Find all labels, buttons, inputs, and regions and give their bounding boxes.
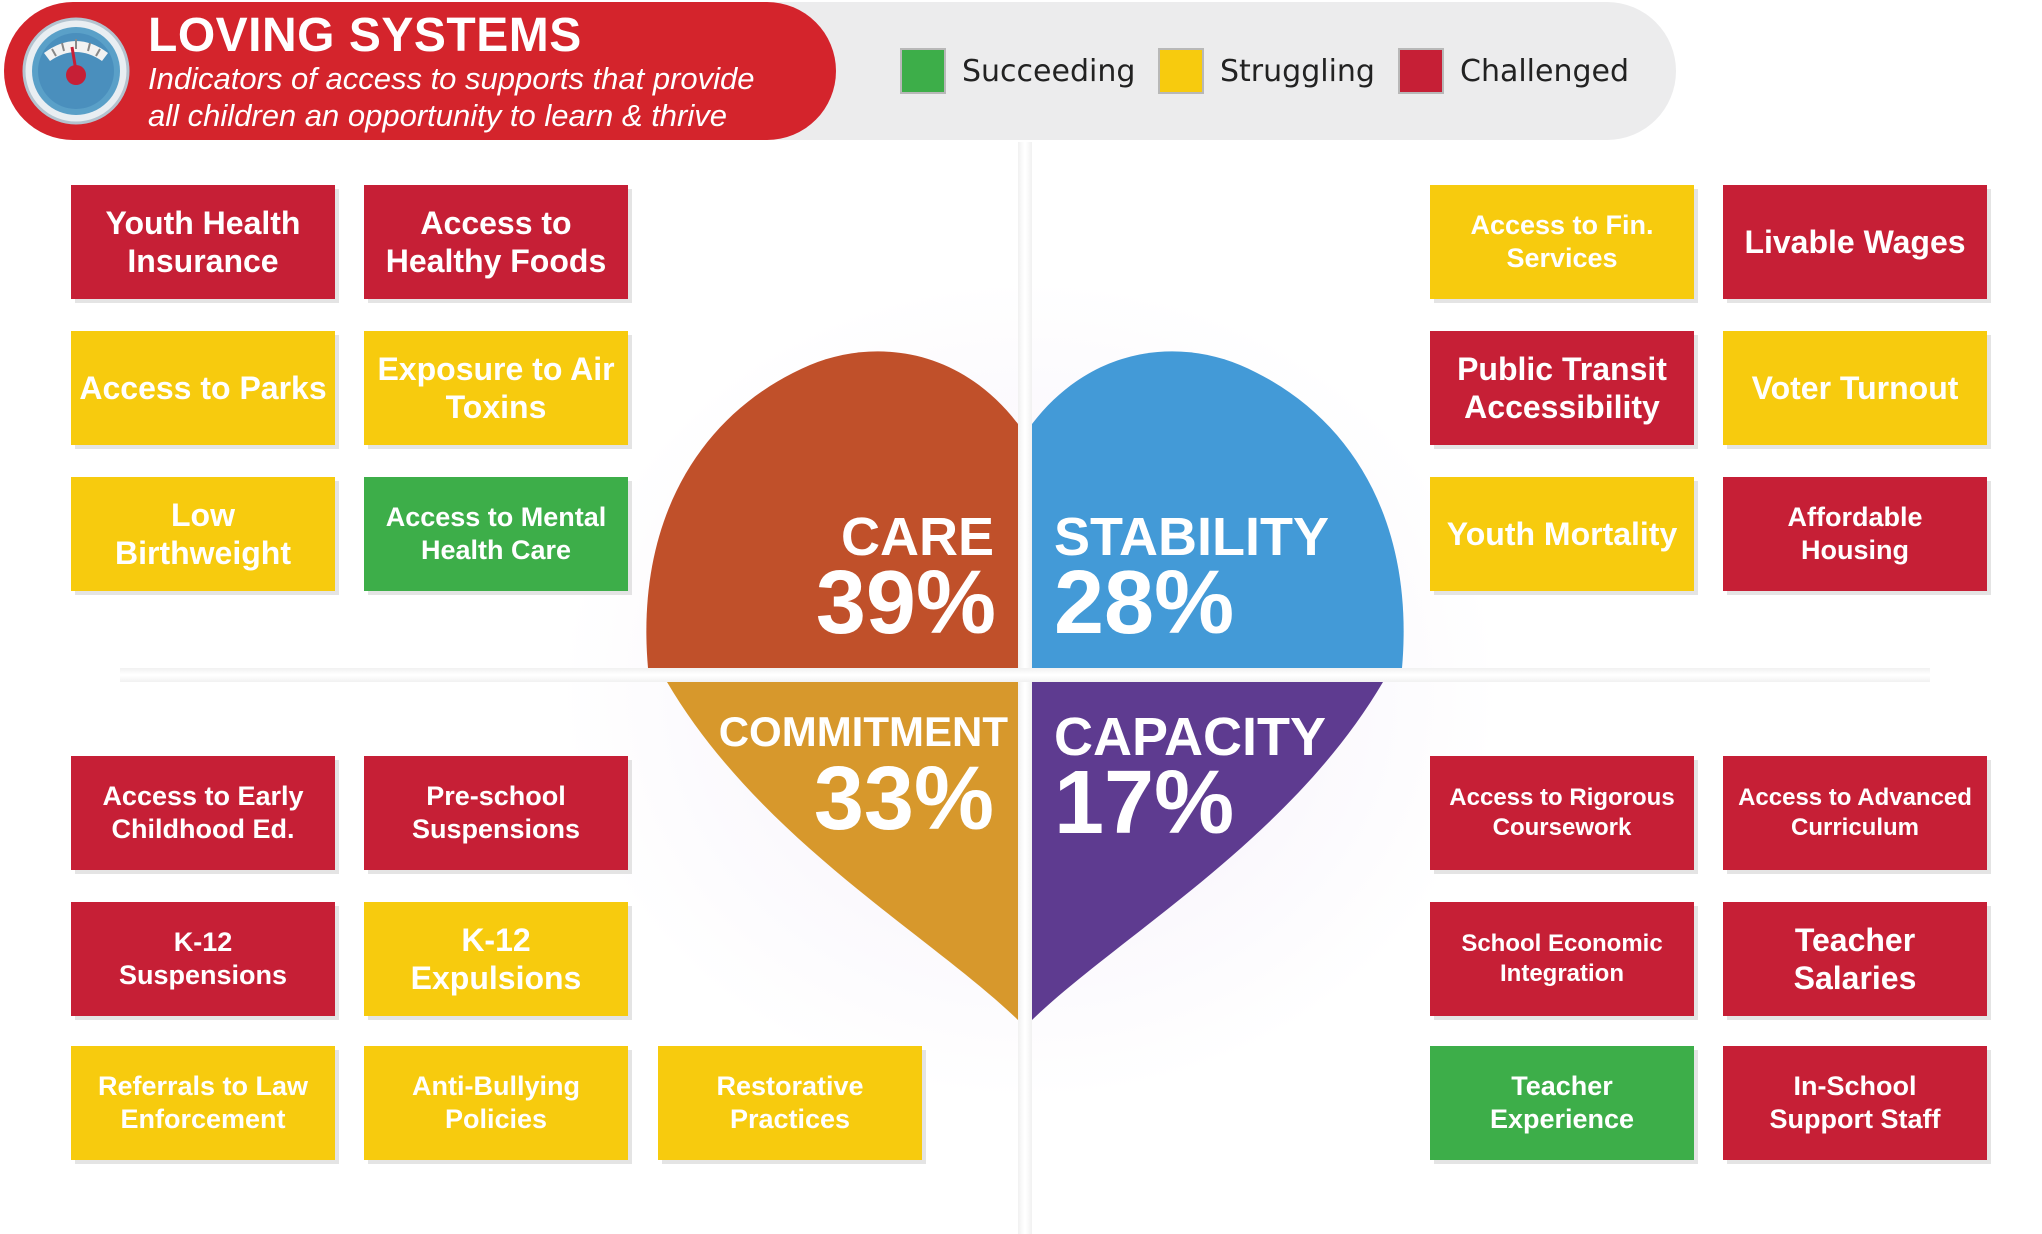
indicator-label-line: Toxins xyxy=(445,389,547,425)
indicator-anti-bullying-policies: Anti-Bullying Policies xyxy=(364,1046,628,1160)
legend-swatch-struggling xyxy=(1158,48,1204,94)
indicator-label-line: Anti-Bullying xyxy=(412,1071,580,1101)
indicator-label-line: Suspensions xyxy=(118,960,288,990)
indicator-label-line: Public Transit xyxy=(1457,351,1667,387)
indicator-label-line: Salaries xyxy=(1793,960,1917,996)
commitment-label: COMMITMENT xyxy=(718,708,1008,755)
heart-quadrant-commitment xyxy=(667,682,1018,1020)
indicator-label-line: K-12 xyxy=(173,927,233,957)
indicator-label-line: Youth Health xyxy=(105,205,301,241)
indicator-k12-suspensions: K-12 Suspensions xyxy=(71,902,335,1016)
indicator-label-line: Accessibility xyxy=(1464,389,1660,425)
indicator-label-line: Childhood Ed. xyxy=(111,814,295,844)
indicator-youth-mortality: Youth Mortality xyxy=(1430,477,1694,591)
indicator-label-line: Support Staff xyxy=(1769,1104,1941,1134)
indicator-affordable-housing: Affordable Housing xyxy=(1723,477,1987,591)
indicator-label-line: K-12 xyxy=(461,922,531,958)
indicator-in-school-support-staff: In-School Support Staff xyxy=(1723,1046,1987,1160)
indicator-label-line: Teacher xyxy=(1511,1071,1613,1101)
indicator-label-line: Curriculum xyxy=(1790,814,1919,841)
indicator-label-line: Experience xyxy=(1489,1104,1635,1134)
indicator-label-line: Affordable xyxy=(1787,502,1923,532)
indicator-label-line: Pre-school xyxy=(426,781,566,811)
indicator-label-line: Health Care xyxy=(420,535,572,565)
indicator-label-line: Youth Mortality xyxy=(1446,516,1678,552)
indicator-access-to-mental-health-care: Access to Mental Health Care xyxy=(364,477,628,591)
indicator-voter-turnout: Voter Turnout xyxy=(1723,331,1987,445)
legend-swatch-succeeding xyxy=(900,48,946,94)
indicator-access-to-advanced-curriculum: Access to Advanced Curriculum xyxy=(1723,756,1987,870)
header-title-panel xyxy=(4,2,836,140)
indicator-low-birthweight: Low Birthweight xyxy=(71,477,335,591)
capacity-label: CAPACITY xyxy=(1054,707,1327,767)
stability-percent: 28% xyxy=(1054,553,1235,653)
indicator-label-line: Practices xyxy=(729,1104,851,1134)
indicator-teacher-salaries: Teacher Salaries xyxy=(1723,902,1987,1016)
heart-quadrant-stability xyxy=(1032,351,1404,668)
header-subtitle: Indicators of access to supports that pr… xyxy=(148,60,828,134)
capacity-percent: 17% xyxy=(1054,753,1235,853)
indicator-label-line: Teacher xyxy=(1794,922,1916,958)
care-percent: 39% xyxy=(815,553,996,653)
legend-label-struggling: Struggling xyxy=(1220,54,1375,89)
indicator-label-line: Coursework xyxy=(1492,814,1632,841)
indicator-school-economic-integration: School Economic Integration xyxy=(1430,902,1694,1016)
indicator-label-line: Policies xyxy=(444,1104,548,1134)
indicator-label-line: Integration xyxy=(1500,960,1624,987)
care-label: CARE xyxy=(840,507,994,567)
indicator-access-to-early-childhood-ed: Access to Early Childhood Ed. xyxy=(71,756,335,870)
commitment-percent: 33% xyxy=(813,749,994,849)
header-subtitle-line-2: all children an opportunity to learn & t… xyxy=(148,98,727,133)
indicator-k12-expulsions: K-12 Expulsions xyxy=(364,902,628,1016)
indicator-livable-wages: Livable Wages xyxy=(1723,185,1987,299)
indicator-label-line: In-School xyxy=(1793,1071,1917,1101)
indicator-label-line: Birthweight xyxy=(115,535,291,571)
indicator-label-line: Suspensions xyxy=(411,814,581,844)
indicator-access-to-parks: Access to Parks xyxy=(71,331,335,445)
indicator-label-line: Enforcement xyxy=(120,1104,286,1134)
indicator-label-line: Restorative xyxy=(716,1071,864,1101)
heart-quadrant-capacity xyxy=(1032,682,1383,1020)
indicator-label-line: Exposure to Air xyxy=(377,351,615,387)
indicator-label-line: Access to Mental xyxy=(385,502,607,532)
legend-label-succeeding: Succeeding xyxy=(962,54,1136,89)
indicator-label-line: Access to Early xyxy=(102,781,304,811)
legend-swatch-challenged xyxy=(1398,48,1444,94)
indicator-label-line: Voter Turnout xyxy=(1751,370,1959,406)
indicator-label-line: Insurance xyxy=(127,243,279,279)
header-title: LOVING SYSTEMS xyxy=(148,9,582,62)
indicator-label-line: Low xyxy=(171,497,235,533)
indicator-access-to-rigorous-coursework: Access to Rigorous Coursework xyxy=(1430,756,1694,870)
indicator-referrals-to-law-enforcement: Referrals to Law Enforcement xyxy=(71,1046,335,1160)
header-subtitle-line-1: Indicators of access to supports that pr… xyxy=(148,61,755,96)
indicator-label-line: Referrals to Law xyxy=(97,1071,309,1101)
indicator-label-line: Access to Advanced xyxy=(1738,784,1972,811)
indicator-label-line: Expulsions xyxy=(410,960,582,996)
horizontal-divider xyxy=(120,668,1930,682)
indicator-label-line: Housing xyxy=(1801,535,1909,565)
indicator-label-line: Healthy Foods xyxy=(385,243,607,279)
indicator-label-line: Livable Wages xyxy=(1744,224,1966,260)
indicator-label-line: Access to Rigorous xyxy=(1449,784,1675,811)
indicator-exposure-to-air-toxins: Exposure to Air Toxins xyxy=(364,331,628,445)
scale-icon xyxy=(22,17,130,125)
indicator-teacher-experience: Teacher Experience xyxy=(1430,1046,1694,1160)
indicator-label-line: Access to Parks xyxy=(79,370,327,406)
indicator-restorative-practices: Restorative Practices xyxy=(658,1046,922,1160)
indicator-label-line: Access to Fin. xyxy=(1470,210,1654,240)
indicator-label-line: Services xyxy=(1506,243,1618,273)
vertical-divider xyxy=(1018,142,1032,1234)
indicator-label-line: Access to xyxy=(420,205,572,241)
indicator-access-to-healthy-foods: Access to Healthy Foods xyxy=(364,185,628,299)
indicator-access-to-fin-services: Access to Fin. Services xyxy=(1430,185,1694,299)
indicator-label-line: School Economic xyxy=(1461,930,1663,957)
legend-label-challenged: Challenged xyxy=(1460,54,1630,89)
indicator-public-transit-accessibility: Public Transit Accessibility xyxy=(1430,331,1694,445)
stability-label: STABILITY xyxy=(1054,507,1329,567)
indicator-pre-school-suspensions: Pre-school Suspensions xyxy=(364,756,628,870)
indicator-youth-health-insurance: Youth Health Insurance xyxy=(71,185,335,299)
heart-quadrant-care xyxy=(646,351,1018,668)
